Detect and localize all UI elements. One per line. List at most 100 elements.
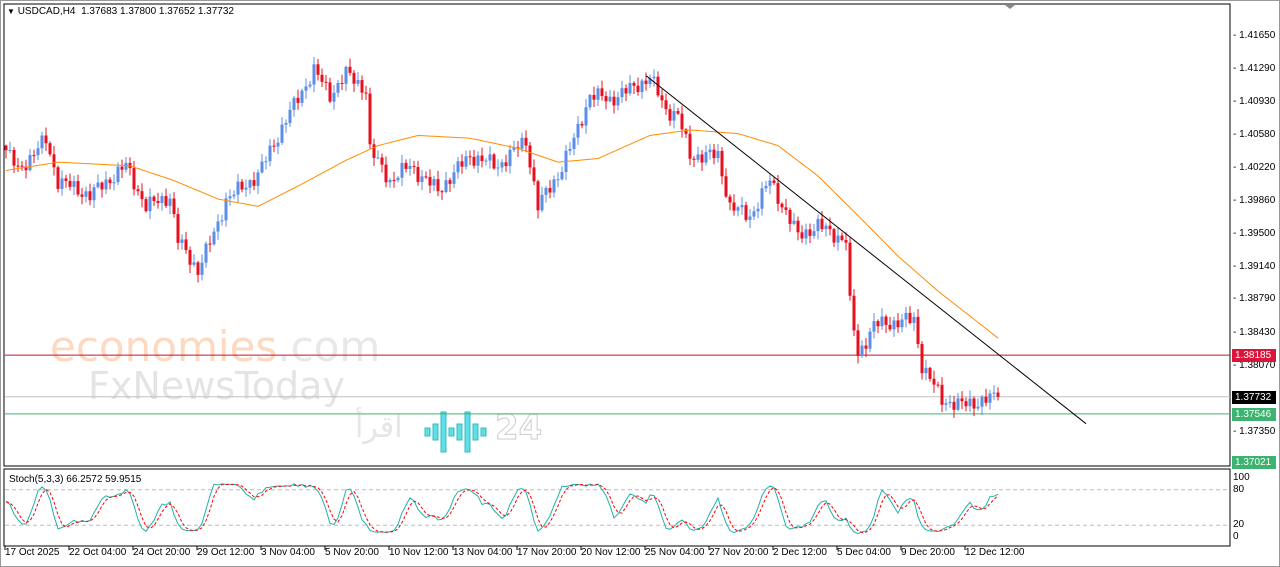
candle-body bbox=[68, 180, 72, 187]
candle-body bbox=[808, 229, 812, 236]
candle-body bbox=[568, 148, 572, 151]
candle-body bbox=[556, 179, 560, 181]
candle-body bbox=[12, 149, 16, 166]
candle-body bbox=[680, 113, 684, 130]
candle-body bbox=[776, 183, 780, 204]
candle-body bbox=[980, 396, 984, 407]
candle-body bbox=[356, 80, 360, 84]
candle-body bbox=[300, 90, 304, 103]
candle-body bbox=[360, 80, 364, 93]
candle-body bbox=[960, 398, 964, 402]
candle-body bbox=[632, 82, 636, 86]
candle-body bbox=[652, 76, 656, 79]
candle-body bbox=[96, 182, 100, 188]
candle-body bbox=[184, 239, 188, 251]
candle-body bbox=[948, 401, 952, 404]
candle-body bbox=[472, 156, 476, 166]
candle-body bbox=[736, 207, 740, 211]
candle-body bbox=[352, 72, 356, 84]
candle-body bbox=[788, 209, 792, 224]
candle-body bbox=[160, 196, 164, 203]
candle-body bbox=[104, 179, 108, 190]
candle-body bbox=[60, 178, 64, 189]
candle-body bbox=[996, 392, 1000, 397]
candle-body bbox=[304, 86, 308, 91]
candle-body bbox=[752, 211, 756, 217]
candle-body bbox=[856, 330, 860, 356]
collapse-triangle-icon[interactable]: ▼ bbox=[7, 7, 15, 16]
candle-body bbox=[488, 154, 492, 161]
candle-body bbox=[392, 179, 396, 181]
candle-body bbox=[600, 88, 604, 97]
candle-body bbox=[916, 316, 920, 344]
candle-body bbox=[140, 191, 144, 200]
time-tick-label: 29 Oct 12:00 bbox=[197, 547, 255, 558]
candle-body bbox=[136, 189, 140, 192]
candle-body bbox=[412, 166, 416, 168]
candle-body bbox=[252, 180, 256, 186]
candle-body bbox=[796, 220, 800, 233]
candle-body bbox=[204, 243, 208, 263]
candle-body bbox=[372, 144, 376, 158]
candle-body bbox=[800, 232, 804, 239]
price-tick-label: - 1.41290 bbox=[1233, 63, 1276, 75]
candle-body bbox=[836, 235, 840, 243]
candle-body bbox=[480, 155, 484, 162]
candle-body bbox=[420, 176, 424, 182]
price-tick-label: - 1.38430 bbox=[1233, 326, 1276, 338]
candle-body bbox=[180, 239, 184, 243]
candle-body bbox=[408, 166, 412, 169]
price-level-tag: 1.38185 bbox=[1232, 349, 1276, 363]
candle-body bbox=[428, 176, 432, 186]
candle-body bbox=[860, 345, 864, 356]
candle-body bbox=[844, 239, 848, 243]
price-tick-label: - 1.40580 bbox=[1233, 128, 1276, 140]
moving-average-line bbox=[5, 129, 999, 339]
candle-body bbox=[400, 162, 404, 178]
candle-body bbox=[692, 158, 696, 160]
candle-body bbox=[780, 203, 784, 208]
candle-body bbox=[892, 320, 896, 330]
price-tick-label: - 1.39140 bbox=[1233, 261, 1276, 273]
candle-body bbox=[904, 312, 908, 320]
candle-body bbox=[804, 229, 808, 239]
candle-body bbox=[388, 179, 392, 183]
time-tick-label: 24 Oct 20:00 bbox=[133, 547, 191, 558]
symbol-label: USDCAD,H4 bbox=[17, 6, 76, 17]
candle-body bbox=[620, 88, 624, 98]
candle-body bbox=[512, 147, 516, 150]
candle-body bbox=[896, 320, 900, 328]
candle-body bbox=[436, 179, 440, 192]
time-tick-label: 22 Oct 04:00 bbox=[69, 547, 127, 558]
candle-body bbox=[540, 194, 544, 211]
candle-body bbox=[48, 143, 52, 155]
candle-body bbox=[528, 145, 532, 168]
candle-body bbox=[380, 157, 384, 165]
candle-body bbox=[36, 148, 40, 156]
candle-body bbox=[364, 92, 368, 94]
candle-body bbox=[664, 100, 668, 110]
time-tick-label: 9 Dec 20:00 bbox=[901, 547, 955, 558]
candle-body bbox=[816, 218, 820, 232]
candle-body bbox=[448, 180, 452, 184]
candle-body bbox=[440, 191, 444, 193]
candle-body bbox=[920, 343, 924, 374]
candle-body bbox=[744, 205, 748, 220]
candle-body bbox=[536, 181, 540, 211]
time-tick-label: 5 Dec 04:00 bbox=[837, 547, 891, 558]
candle-body bbox=[964, 401, 968, 407]
candle-body bbox=[832, 229, 836, 243]
candle-body bbox=[152, 196, 156, 201]
candle-body bbox=[100, 182, 104, 190]
candle-body bbox=[324, 81, 328, 83]
stoch-tick-label: 20 bbox=[1233, 519, 1245, 531]
candle-body bbox=[292, 97, 296, 110]
candle-body bbox=[584, 107, 588, 126]
candle-body bbox=[496, 167, 500, 169]
candle-body bbox=[172, 198, 176, 215]
candle-body bbox=[684, 129, 688, 134]
candle-body bbox=[236, 181, 240, 195]
candle-body bbox=[336, 83, 340, 93]
candle-body bbox=[176, 214, 180, 243]
